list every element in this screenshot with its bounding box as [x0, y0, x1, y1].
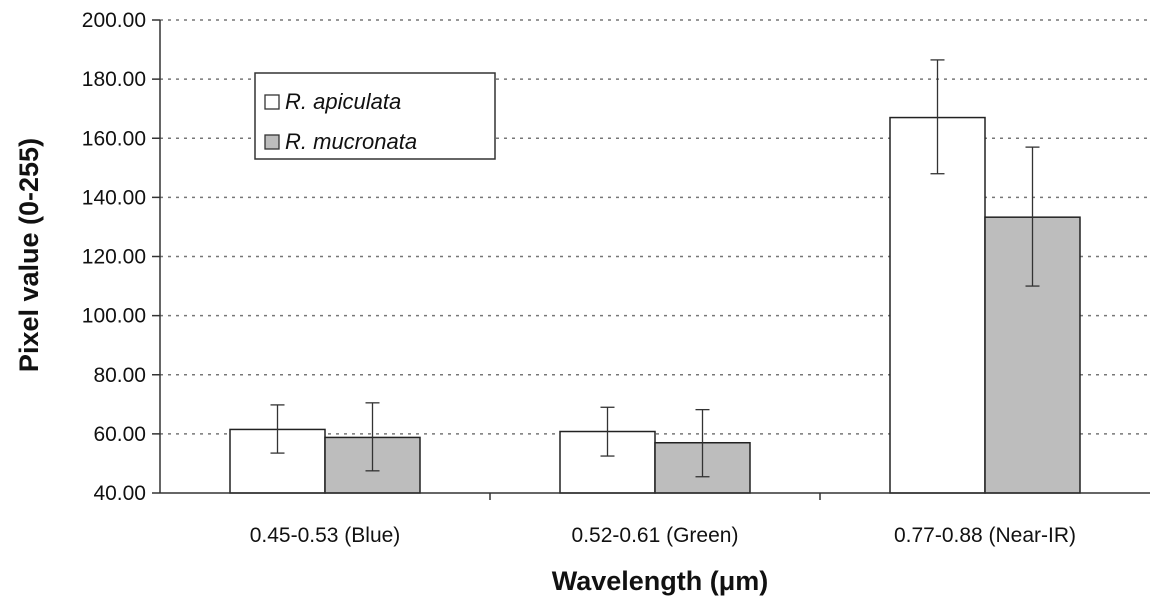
y-tick-label: 140.00: [82, 186, 146, 209]
y-axis-title: Pixel value (0-255): [14, 138, 44, 372]
y-tick-label: 160.00: [82, 127, 146, 150]
x-axis-title: Wavelength (μm): [552, 566, 769, 596]
legend-label: R. mucronata: [285, 129, 417, 154]
axes: [152, 19, 1150, 500]
legend-box: [254, 72, 496, 160]
x-category-labels: 0.45-0.53 (Blue) 0.52-0.61 (Green) 0.77-0.…: [250, 524, 1076, 547]
bar-apiculata: [889, 116, 986, 494]
y-tick-label: 120.00: [82, 246, 146, 269]
y-tick-label: 80.00: [93, 364, 146, 387]
bars: [229, 116, 1081, 494]
y-tick-label: 60.00: [93, 423, 146, 446]
y-tick-label: 180.00: [82, 68, 146, 91]
y-tick-label: 200.00: [82, 9, 146, 32]
legend-label: R. apiculata: [285, 89, 401, 114]
legend: R. apiculata R. mucronata: [254, 72, 496, 160]
legend-swatch: [264, 134, 280, 150]
x-category-label: 0.52-0.61 (Green): [572, 524, 739, 547]
x-category-label: 0.45-0.53 (Blue): [250, 524, 401, 547]
y-tick-label: 40.00: [93, 482, 146, 505]
y-tick-label: 100.00: [82, 305, 146, 328]
legend-swatch: [264, 94, 280, 110]
x-category-label: 0.77-0.88 (Near-IR): [894, 524, 1076, 547]
error-bars: [270, 59, 1040, 478]
y-tick-labels: 40.00 60.00 80.00 100.00 120.00 140.00 160.00 1…: [82, 9, 146, 505]
